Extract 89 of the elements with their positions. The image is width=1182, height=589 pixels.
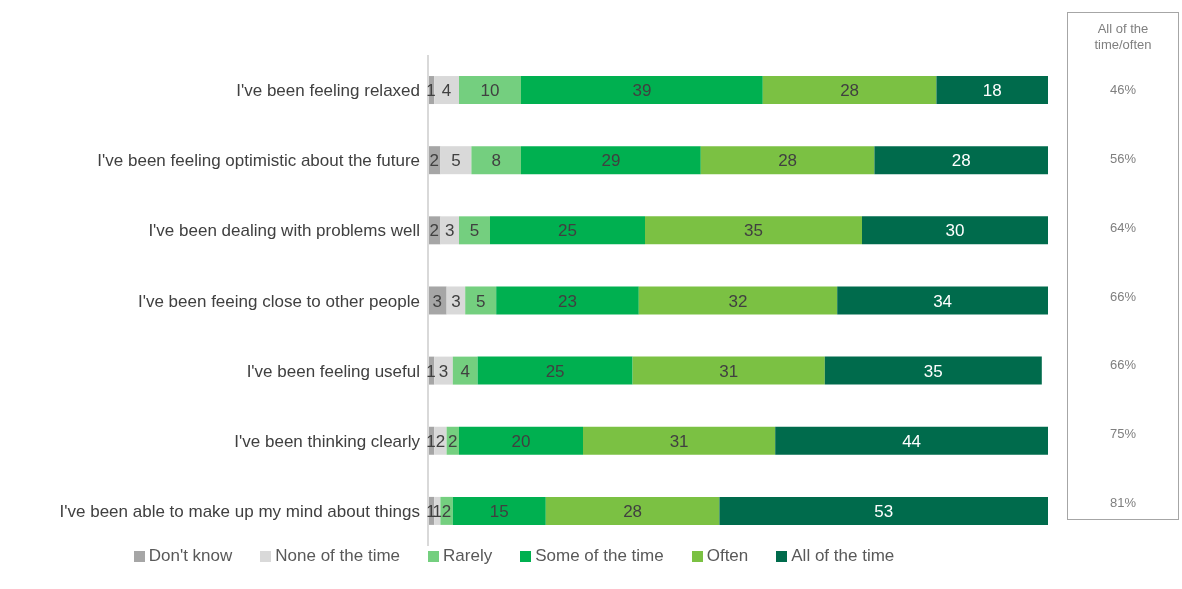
data-label: 2 xyxy=(441,501,452,521)
y-tick-label: I've been feeing close to other people xyxy=(137,291,420,311)
data-label: 31 xyxy=(669,431,689,451)
data-label: 25 xyxy=(558,221,577,241)
data-label: 28 xyxy=(623,501,643,521)
data-label: 2 xyxy=(429,151,439,171)
bar xyxy=(645,216,862,245)
data-label: 8 xyxy=(491,151,501,171)
text: 56% xyxy=(1109,151,1137,168)
bar xyxy=(459,426,583,455)
legend-label: Rarely xyxy=(443,546,493,565)
text: All of the time/often xyxy=(1093,21,1153,53)
bar xyxy=(452,356,478,385)
data-label: 4 xyxy=(460,361,470,381)
legend-label: Some of the time xyxy=(535,546,664,565)
data-label: 28 xyxy=(951,151,971,171)
data-label: 44 xyxy=(902,431,922,451)
bar xyxy=(874,146,1048,175)
bar xyxy=(545,496,720,525)
data-label: 30 xyxy=(945,221,965,241)
data-label: 31 xyxy=(719,361,739,381)
data-label: 5 xyxy=(451,151,461,171)
bar xyxy=(521,146,701,175)
bar xyxy=(700,146,875,175)
data-label: 3 xyxy=(432,291,443,311)
y-tick-label: I've been feeling relaxed xyxy=(236,81,420,101)
bar xyxy=(719,496,1048,525)
data-label: 32 xyxy=(728,291,748,311)
bar xyxy=(632,356,825,385)
bar xyxy=(762,76,937,105)
text: 66% xyxy=(1109,357,1137,374)
legend-label: None of the time xyxy=(275,546,401,565)
data-label: 3 xyxy=(444,221,455,241)
legend-label: Often xyxy=(706,546,749,565)
bar xyxy=(638,286,838,315)
data-label: 34 xyxy=(933,291,953,311)
data-label: 2 xyxy=(448,431,458,451)
legend-label: Don't know xyxy=(148,546,233,565)
y-tick-label: I've been able to make up my mind about things xyxy=(59,501,420,521)
y-tick-label: I've been feeling optimistic about the future xyxy=(97,151,420,171)
data-label: 15 xyxy=(489,501,509,521)
bar xyxy=(824,356,1042,385)
y-tick-label: I've been feeling useful xyxy=(246,361,420,381)
data-label: 4 xyxy=(441,81,452,101)
data-label: 23 xyxy=(558,291,577,311)
data-label: 1 xyxy=(426,431,436,451)
bar xyxy=(477,356,633,385)
bar xyxy=(775,426,1048,455)
data-label: 35 xyxy=(744,221,763,241)
text: 66% xyxy=(1109,288,1137,305)
data-label: 28 xyxy=(840,81,860,101)
data-label: 1 xyxy=(426,81,436,101)
bar xyxy=(434,76,459,105)
data-label: 5 xyxy=(475,291,486,311)
data-label: 18 xyxy=(982,81,1002,101)
data-label: 3 xyxy=(438,361,449,381)
text: 75% xyxy=(1109,425,1137,442)
data-label: 5 xyxy=(469,221,480,241)
bar xyxy=(837,286,1048,315)
bar xyxy=(471,146,521,175)
y-tick-label: I've been dealing with problems well xyxy=(148,221,420,241)
text: 46% xyxy=(1109,82,1137,99)
bar xyxy=(465,286,497,315)
data-label: 10 xyxy=(480,81,500,101)
text: 64% xyxy=(1109,219,1137,236)
bar xyxy=(521,76,763,105)
data-label: 20 xyxy=(511,431,531,451)
data-label: 2 xyxy=(429,221,439,241)
bar xyxy=(583,426,776,455)
bar xyxy=(440,146,472,175)
y-tick-label: I've been thinking clearly xyxy=(234,431,421,451)
data-label: 39 xyxy=(632,81,652,101)
data-label: 53 xyxy=(874,501,894,521)
data-label: 3 xyxy=(451,291,461,311)
data-label: 25 xyxy=(545,361,565,381)
legend-label: All of the time xyxy=(791,546,895,565)
bar xyxy=(496,286,639,315)
data-label: 35 xyxy=(923,361,943,381)
bar xyxy=(459,216,490,245)
bar xyxy=(490,216,645,245)
text: 81% xyxy=(1109,494,1137,511)
bar xyxy=(936,76,1048,105)
bar xyxy=(459,76,521,105)
bar xyxy=(452,496,546,525)
bar xyxy=(862,216,1048,245)
data-label: 28 xyxy=(778,151,798,171)
data-label: 2 xyxy=(435,431,446,451)
data-label: 1 xyxy=(426,361,436,381)
data-label: 29 xyxy=(601,151,621,171)
